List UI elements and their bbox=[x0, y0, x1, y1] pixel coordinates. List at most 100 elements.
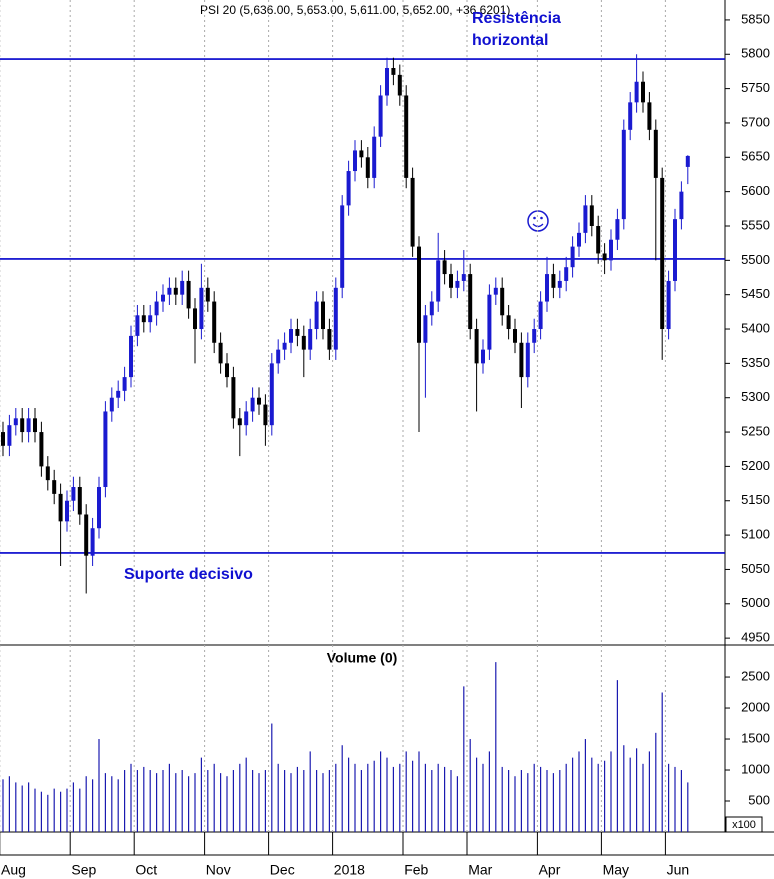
candle-body bbox=[7, 425, 12, 446]
candle-body bbox=[423, 315, 428, 343]
y-tick-label: 5750 bbox=[741, 80, 770, 95]
candle-body bbox=[538, 301, 543, 330]
candle-body bbox=[410, 177, 415, 247]
candle-body bbox=[257, 397, 261, 405]
candle-body bbox=[212, 301, 217, 343]
candle-body bbox=[474, 329, 479, 364]
candle-body bbox=[13, 418, 18, 426]
y-tick-label: 5050 bbox=[741, 561, 770, 576]
y-tick-label: 5500 bbox=[741, 252, 770, 267]
candle-body bbox=[269, 363, 274, 426]
candle-body bbox=[545, 274, 549, 302]
x-tick-label: Mar bbox=[468, 862, 492, 878]
candle-body bbox=[116, 390, 121, 398]
x-tick-label: Apr bbox=[539, 862, 561, 878]
candle-body bbox=[314, 301, 319, 330]
candle-body bbox=[186, 280, 191, 309]
candle-body bbox=[180, 280, 185, 295]
candle-body bbox=[52, 480, 57, 494]
candle-body bbox=[442, 260, 447, 275]
x-tick-label: Jun bbox=[667, 862, 690, 878]
candle-body bbox=[455, 280, 460, 288]
candle-body bbox=[308, 329, 313, 350]
x-tick-label: Aug bbox=[1, 862, 26, 878]
candle-body bbox=[340, 205, 345, 288]
candle-body bbox=[493, 287, 498, 295]
candle-body bbox=[135, 315, 140, 336]
candle-body bbox=[417, 246, 421, 343]
y-tick-label: 5400 bbox=[741, 320, 770, 335]
candle-body bbox=[487, 294, 492, 350]
x-tick-label: Sep bbox=[71, 862, 96, 878]
candle-body bbox=[154, 301, 159, 316]
candle-body bbox=[679, 191, 684, 220]
candle-body bbox=[103, 411, 108, 488]
x-tick-label: Dec bbox=[270, 862, 295, 878]
candle-body bbox=[237, 418, 242, 426]
resistance-annotation: Resistência horizontal bbox=[472, 10, 561, 49]
candle-body bbox=[641, 81, 645, 103]
y-tick-label: 5300 bbox=[741, 389, 770, 404]
y-tick-label: 5350 bbox=[741, 355, 770, 370]
y-tick-label: 5650 bbox=[741, 149, 770, 164]
y-tick-label: 1000 bbox=[741, 761, 770, 776]
candle-body bbox=[666, 280, 671, 330]
volume-title: Volume (0) bbox=[327, 650, 398, 666]
candle-body bbox=[653, 129, 658, 178]
y-tick-label: 5150 bbox=[741, 492, 770, 507]
candle-body bbox=[301, 335, 306, 350]
candle-body bbox=[39, 432, 44, 467]
y-tick-label: 2000 bbox=[741, 699, 770, 714]
y-tick-label: 1500 bbox=[741, 730, 770, 745]
candle-body bbox=[481, 349, 485, 364]
candle-body bbox=[397, 74, 402, 96]
y-tick-label: 5800 bbox=[741, 46, 770, 61]
candle-body bbox=[589, 205, 594, 226]
candle-body bbox=[557, 280, 562, 288]
candle-body bbox=[161, 294, 165, 302]
candle-body bbox=[321, 301, 325, 330]
candle-body bbox=[461, 274, 466, 281]
candle-body bbox=[225, 363, 229, 378]
candle-body bbox=[193, 308, 197, 330]
candle-body bbox=[173, 287, 178, 295]
candle-body bbox=[84, 514, 89, 556]
candle-body bbox=[359, 150, 364, 158]
x-tick-label: May bbox=[603, 862, 629, 878]
candle-body bbox=[449, 274, 453, 288]
candle-body bbox=[532, 329, 537, 343]
candle-body bbox=[77, 487, 82, 515]
candle-body bbox=[628, 102, 633, 130]
candle-body bbox=[58, 493, 63, 522]
candle-body bbox=[391, 68, 396, 75]
y-tick-label: 5100 bbox=[741, 527, 770, 542]
candle-body bbox=[289, 329, 293, 343]
candle-body bbox=[263, 404, 268, 426]
candle-body bbox=[353, 150, 357, 172]
candle-body bbox=[673, 219, 677, 281]
candle-body bbox=[583, 205, 588, 233]
candle-body bbox=[109, 397, 114, 412]
candle-body bbox=[65, 500, 69, 522]
y-tick-label: 5700 bbox=[741, 114, 770, 129]
y-tick-label: 5000 bbox=[741, 595, 770, 610]
unit-box bbox=[725, 816, 763, 833]
candle-body bbox=[295, 329, 300, 336]
candle-body bbox=[141, 315, 146, 323]
y-tick-label: 5450 bbox=[741, 286, 770, 301]
candle-body bbox=[346, 171, 351, 206]
candle-body bbox=[500, 287, 505, 316]
candle-body bbox=[577, 232, 581, 247]
y-tick-label: 5850 bbox=[741, 11, 770, 26]
candle-body bbox=[199, 287, 204, 330]
candle-body bbox=[244, 411, 249, 426]
candle-body bbox=[218, 342, 223, 364]
candle-body bbox=[436, 260, 441, 302]
y-tick-label: 5600 bbox=[741, 183, 770, 198]
candle-body bbox=[404, 95, 409, 178]
chart-title: PSI 20 (5,636.00, 5,653.00, 5,611.00, 5,… bbox=[200, 3, 510, 17]
candle-body bbox=[385, 68, 389, 96]
